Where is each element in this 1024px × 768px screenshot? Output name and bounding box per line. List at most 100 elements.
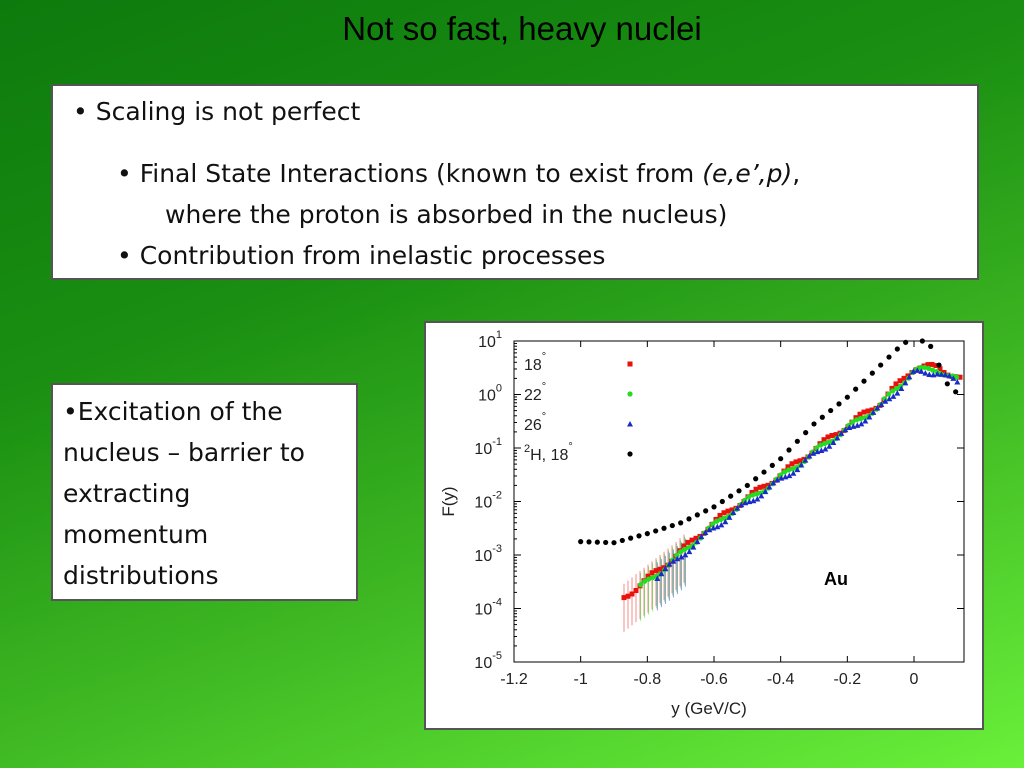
data-point-26deg xyxy=(706,526,713,533)
data-point-22deg xyxy=(710,521,716,527)
data-point-deuterium xyxy=(603,539,609,546)
bullet-dot: • xyxy=(117,241,140,270)
data-point-18deg xyxy=(629,591,635,597)
data-point-26deg xyxy=(686,548,693,555)
data-point-22deg xyxy=(814,445,820,451)
bullet-scaling-text: Scaling is not perfect xyxy=(95,97,361,126)
data-point-18deg xyxy=(717,512,723,518)
data-point-26deg xyxy=(698,533,705,540)
data-point-deuterium xyxy=(811,421,817,427)
y-tick-label: 100 xyxy=(478,383,502,405)
legend-label-text: H, 18 xyxy=(530,447,568,464)
data-point-26deg xyxy=(882,398,889,404)
data-point-18deg xyxy=(869,407,875,413)
bullet-dot: • xyxy=(117,159,140,188)
y-axis-label: F(y) xyxy=(439,486,458,516)
data-point-26deg xyxy=(730,509,737,516)
data-point-26deg xyxy=(722,518,729,525)
data-point-26deg xyxy=(858,420,865,427)
data-point-26deg xyxy=(878,401,885,408)
data-point-deuterium xyxy=(578,539,584,545)
legend-label: 18° xyxy=(524,351,546,374)
data-point-18deg xyxy=(761,483,767,489)
data-point-26deg xyxy=(666,561,673,567)
data-point-26deg xyxy=(694,538,701,545)
data-point-26deg xyxy=(702,529,709,536)
data-point-22deg xyxy=(922,364,928,371)
data-point-deuterium xyxy=(753,476,759,482)
data-point-deuterium xyxy=(719,498,725,505)
legend-label: 22° xyxy=(524,381,546,404)
data-point-22deg xyxy=(786,467,792,473)
y-tick-exponent: -3 xyxy=(492,543,502,555)
data-point-deuterium xyxy=(844,394,850,400)
data-point-18deg xyxy=(933,363,939,369)
data-point-22deg xyxy=(722,515,728,521)
bullet-fsi-text: Final State Interactions (known to exist… xyxy=(139,159,703,188)
data-point-26deg xyxy=(946,372,953,379)
legend-label-text: 22 xyxy=(524,387,542,404)
data-point-26deg xyxy=(898,385,905,392)
legend-label-text: 26 xyxy=(524,417,542,434)
y-tick-label: 10-5 xyxy=(474,650,502,672)
data-point-22deg xyxy=(650,575,656,581)
data-point-22deg xyxy=(750,492,756,498)
bullet-dot: • xyxy=(63,397,78,426)
side-line-5: distributions xyxy=(63,561,219,590)
data-point-22deg xyxy=(642,578,648,584)
y-tick-label: 10-2 xyxy=(474,490,502,512)
data-point-22deg xyxy=(682,546,688,553)
bullet-fsi-continuation: where the proton is absorbed in the nucl… xyxy=(165,200,728,229)
data-point-deuterium xyxy=(769,462,775,468)
data-point-22deg xyxy=(862,415,868,421)
data-point-26deg xyxy=(914,367,921,373)
data-point-18deg xyxy=(765,482,771,488)
data-point-22deg xyxy=(790,466,796,472)
legend-label-text: 18 xyxy=(524,357,542,374)
side-line-2: nucleus – barrier to xyxy=(63,438,305,467)
data-point-deuterium xyxy=(786,447,792,453)
data-point-deuterium xyxy=(694,512,700,518)
data-point-deuterium xyxy=(794,438,800,444)
data-point-deuterium xyxy=(953,389,959,395)
data-point-18deg xyxy=(753,486,759,492)
data-point-26deg xyxy=(674,555,681,562)
data-point-26deg xyxy=(938,371,945,377)
data-point-deuterium xyxy=(803,430,809,436)
data-point-deuterium xyxy=(644,531,650,537)
data-point-26deg xyxy=(838,430,845,436)
data-point-26deg xyxy=(734,505,741,511)
data-point-22deg xyxy=(686,545,692,551)
x-tick-label: -0.8 xyxy=(634,671,662,688)
data-point-26deg xyxy=(810,450,817,456)
data-point-deuterium xyxy=(903,339,909,345)
data-point-deuterium xyxy=(819,414,825,420)
data-point-26deg xyxy=(678,553,685,560)
data-point-18deg xyxy=(749,489,755,495)
data-point-22deg xyxy=(782,469,788,475)
data-point-22deg xyxy=(886,391,892,397)
data-point-22deg xyxy=(894,385,900,392)
legend-marker xyxy=(627,421,633,427)
data-point-18deg xyxy=(893,381,899,387)
data-point-22deg xyxy=(850,419,856,425)
data-point-18deg xyxy=(865,408,871,414)
data-point-deuterium xyxy=(728,493,734,499)
data-point-22deg xyxy=(674,552,680,558)
data-point-18deg xyxy=(825,434,831,440)
data-point-18deg xyxy=(657,566,663,572)
side-line-1: •Excitation of the xyxy=(63,397,283,426)
x-tick-label: -1 xyxy=(574,671,588,688)
data-point-18deg xyxy=(681,543,687,549)
data-point-18deg xyxy=(689,537,695,543)
data-point-26deg xyxy=(766,484,773,490)
data-point-18deg xyxy=(633,588,639,594)
data-point-18deg xyxy=(785,464,791,470)
data-point-18deg xyxy=(957,374,963,380)
x-tick-label: -0.6 xyxy=(700,671,728,688)
data-point-deuterium xyxy=(594,539,600,545)
legend-degree: ° xyxy=(542,411,546,423)
data-point-26deg xyxy=(658,570,665,577)
data-point-26deg xyxy=(770,479,777,486)
data-point-18deg xyxy=(721,510,727,516)
